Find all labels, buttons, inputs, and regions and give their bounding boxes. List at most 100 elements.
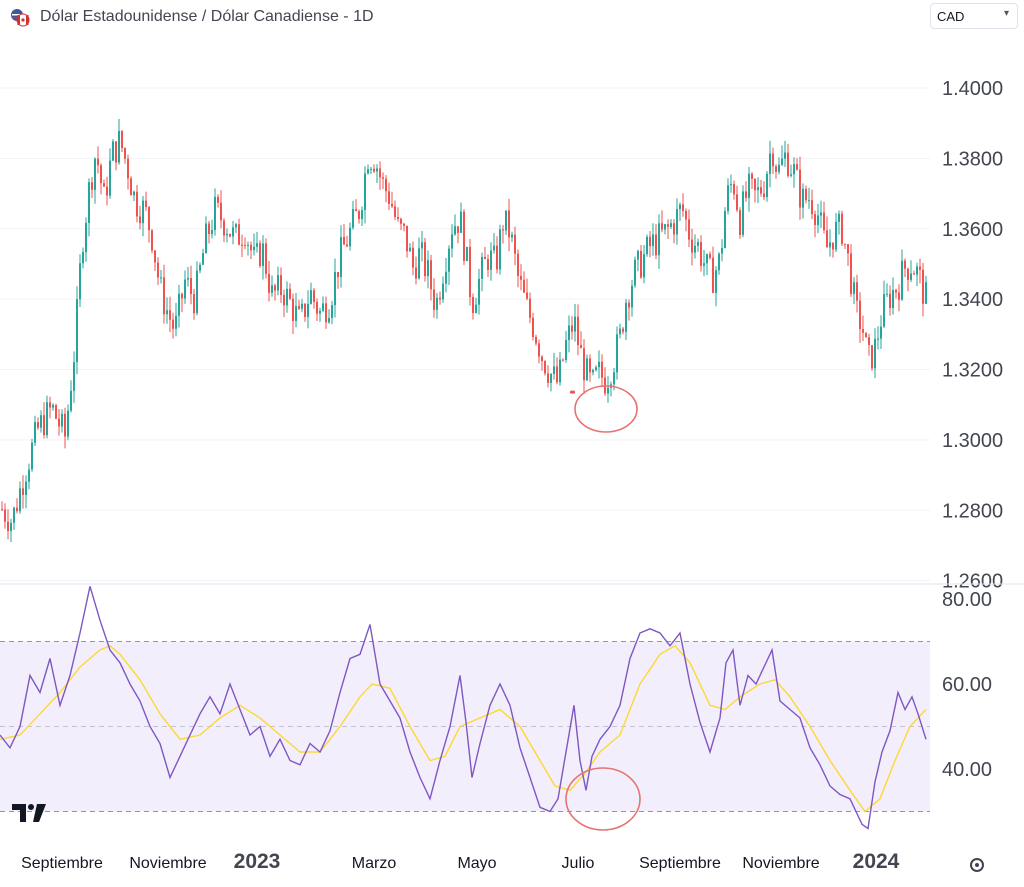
candle-down: [571, 325, 573, 332]
candle-down: [124, 148, 126, 159]
candle-up: [838, 213, 840, 222]
candle-up: [310, 290, 312, 304]
candle-down: [316, 301, 318, 314]
candle-up: [598, 361, 600, 368]
candle-down: [904, 260, 906, 269]
candle-down: [130, 178, 132, 196]
candle-up: [916, 266, 918, 275]
candle-down: [7, 521, 9, 531]
candle-down: [139, 216, 141, 224]
candle-up: [715, 270, 717, 293]
price-tick-label: 1.2600: [942, 571, 1003, 593]
candle-up: [511, 234, 513, 238]
candle-down: [529, 298, 531, 318]
candle-down: [712, 257, 714, 293]
settings-icon[interactable]: [966, 854, 988, 876]
candle-down: [487, 258, 489, 270]
candle-up: [742, 191, 744, 235]
candle-down: [244, 245, 246, 247]
candle-down: [547, 373, 549, 383]
candle-up: [112, 141, 114, 161]
price-grid: [0, 87, 930, 582]
candle-up: [307, 303, 309, 317]
candle-down: [298, 306, 300, 309]
candle-down: [148, 207, 150, 231]
candle-down: [268, 273, 270, 293]
candle-up: [322, 303, 324, 311]
time-axis-label: Septiembre: [639, 855, 721, 872]
candle-down: [265, 243, 267, 274]
candle-up: [466, 246, 468, 261]
candle-down: [523, 279, 525, 293]
candle-up: [592, 370, 594, 373]
candle-up: [421, 242, 423, 249]
candle-down: [520, 275, 522, 280]
candle-up: [226, 234, 228, 236]
candle-down: [541, 356, 543, 362]
tradingview-logo: [12, 804, 46, 822]
time-axis-label: 2024: [853, 850, 900, 873]
time-axis: Septiembre Noviembre 2023 Marzo Mayo Julio Sep…: [21, 850, 900, 873]
candle-down: [172, 319, 174, 329]
candle-up: [52, 405, 54, 408]
time-axis-label: 2023: [234, 850, 281, 873]
candle-down: [64, 413, 66, 437]
candle-down: [889, 293, 891, 309]
candle-up: [586, 358, 588, 381]
candle-down: [844, 243, 846, 245]
candle-down: [847, 244, 849, 254]
price-candles: [1, 119, 927, 542]
candle-up: [247, 244, 249, 246]
candle-down: [700, 242, 702, 266]
candle-up: [925, 282, 927, 304]
price-tick-label: 1.3200: [942, 360, 1003, 382]
price-tick-label: 1.3600: [942, 219, 1003, 241]
candle-down: [691, 239, 693, 253]
candle-up: [211, 230, 213, 235]
candle-down: [43, 415, 45, 436]
candle-down: [283, 295, 285, 306]
candle-up: [70, 390, 72, 411]
currency-select[interactable]: CAD ▾: [930, 3, 1018, 29]
candle-up: [166, 310, 168, 315]
candle-up: [442, 283, 444, 300]
candle-down: [922, 269, 924, 304]
candle-up: [784, 152, 786, 159]
candle-up: [595, 367, 597, 371]
candle-up: [205, 223, 207, 254]
candle-up: [94, 158, 96, 190]
candle-down: [907, 268, 909, 280]
candle-up: [835, 221, 837, 250]
candle-up: [34, 421, 36, 443]
candle-up: [28, 469, 30, 482]
candle-up: [766, 173, 768, 198]
candle-up: [874, 338, 876, 369]
candle-up: [706, 254, 708, 264]
candle-down: [220, 202, 222, 221]
time-axis-label: Marzo: [352, 855, 397, 872]
candle-up: [331, 305, 333, 319]
candle-down: [292, 298, 294, 321]
candle-up: [352, 209, 354, 228]
candle-down: [628, 302, 630, 308]
candle-down: [358, 211, 360, 220]
candle-up: [721, 247, 723, 254]
candle-down: [457, 226, 459, 233]
candle-down: [121, 130, 123, 149]
candle-down: [544, 361, 546, 374]
usd-cad-flag-icon: [11, 9, 30, 27]
candle-down: [601, 361, 603, 378]
candle-up: [31, 442, 33, 470]
candle-up: [910, 273, 912, 280]
candle-up: [118, 130, 120, 163]
candle-down: [115, 141, 117, 163]
candle-up: [46, 402, 48, 436]
candle-down: [58, 418, 60, 427]
candle-down: [526, 292, 528, 299]
candle-up: [175, 315, 177, 329]
candle-up: [829, 242, 831, 248]
chart-title: Dólar Estadounidense / Dólar Canadiense …: [40, 8, 374, 25]
candle-up: [256, 243, 258, 247]
candle-up: [286, 288, 288, 306]
